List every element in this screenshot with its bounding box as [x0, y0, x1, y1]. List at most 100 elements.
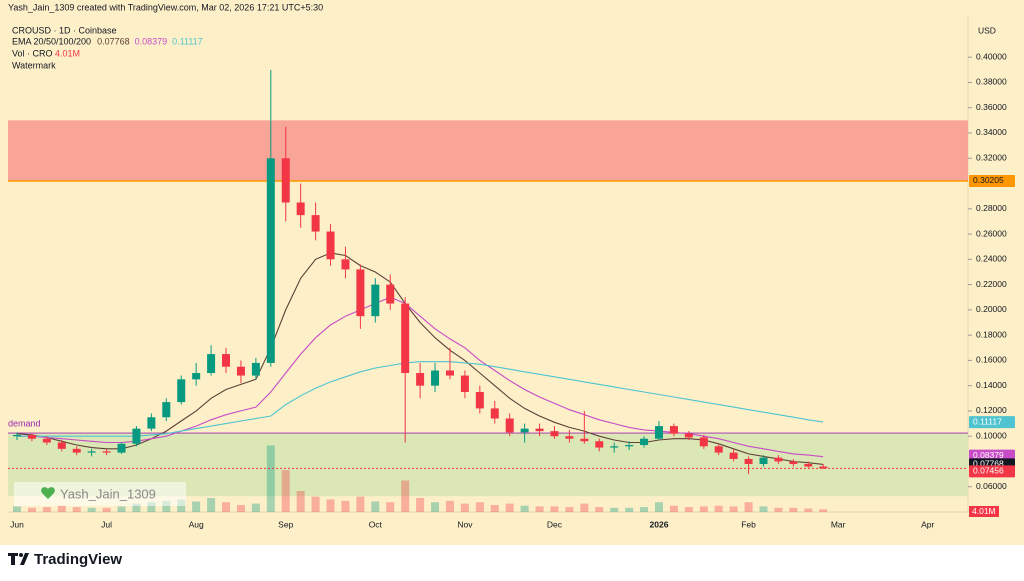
candle-body: [505, 418, 514, 433]
zone: [8, 120, 968, 181]
volume-bar: [684, 507, 693, 512]
candle-body: [281, 158, 290, 203]
candle-body: [401, 303, 410, 374]
ema-legend: EMA 20/50/100/200: [12, 36, 91, 46]
volume-bar: [640, 507, 649, 512]
volume-bar: [654, 502, 663, 512]
candle-body: [72, 448, 81, 453]
volume-bar: [744, 502, 753, 512]
volume-bar: [416, 498, 425, 512]
y-tick-label: 0.36000: [976, 102, 1007, 112]
ema-price: 0.07768: [973, 459, 1004, 469]
volume-bar: [505, 503, 514, 512]
volume-bar: [729, 506, 738, 512]
candle-body: [27, 434, 36, 439]
volume-bar: [804, 508, 813, 512]
volume-bar: [326, 499, 335, 512]
candle-body: [684, 433, 693, 438]
y-tick-label: 0.10000: [976, 430, 1007, 440]
candle-body: [132, 428, 141, 444]
x-tick-label: Aug: [189, 519, 204, 529]
y-tick-label: 0.20000: [976, 304, 1007, 314]
logo-icon: [8, 553, 29, 565]
last-price-bg: [969, 465, 1015, 478]
last-price: 0.07456: [973, 466, 1004, 476]
volume-bar: [207, 498, 216, 512]
candle-body: [326, 231, 335, 260]
ema-legend-value: 0.07768: [97, 36, 130, 46]
heart-icon: [41, 487, 55, 499]
candle-body: [251, 362, 260, 376]
candle-body: [177, 379, 186, 403]
volume-bar: [460, 503, 469, 512]
volume-bar: [565, 507, 574, 512]
volume-bar: [475, 502, 484, 512]
candle-body: [490, 408, 499, 419]
y-tick-label: 0.06000: [976, 481, 1007, 491]
volume-bar: [535, 506, 544, 512]
candle-body: [625, 445, 634, 447]
candle-body: [192, 373, 201, 380]
zone-price: 0.30205: [973, 175, 1004, 185]
candle-body: [520, 428, 529, 433]
candle-body: [744, 458, 753, 464]
candle-body: [774, 457, 783, 462]
volume-bar: [27, 507, 36, 512]
candle-body: [386, 284, 395, 304]
candle-body: [296, 202, 305, 216]
volume-badge: 4.01M: [972, 506, 996, 516]
x-tick-label: Jun: [10, 519, 24, 529]
volume-bar: [251, 503, 260, 512]
y-tick-label: 0.32000: [976, 153, 1007, 163]
candle-body: [57, 442, 66, 449]
volume-bar: [296, 491, 305, 512]
y-tick-label: 0.12000: [976, 405, 1007, 415]
x-tick-label: Jul: [101, 519, 112, 529]
zone-price-bg: [969, 174, 1015, 187]
candle-body: [699, 437, 708, 447]
volume-bar: [311, 496, 320, 512]
candle-body: [729, 452, 738, 459]
volume-bar: [102, 507, 111, 512]
watermark: Yash_Jain_1309: [60, 486, 156, 501]
currency: USD: [978, 25, 996, 35]
y-tick-label: 0.28000: [976, 203, 1007, 213]
zone-label: demand: [8, 418, 41, 428]
y-tick-label: 0.24000: [976, 254, 1007, 264]
volume-bar: [162, 500, 171, 512]
volume-bar: [774, 507, 783, 512]
volume-bar: [192, 501, 201, 512]
candle-body: [147, 417, 156, 429]
candle-body: [222, 354, 231, 367]
candle-body: [207, 354, 216, 374]
volume-bar: [72, 507, 81, 512]
watermark-box: [14, 482, 186, 506]
y-tick-label: 0.22000: [976, 279, 1007, 289]
credit: Yash_Jain_1309 created with TradingView.…: [8, 2, 323, 12]
x-tick-label: Nov: [457, 519, 473, 529]
candle-body: [13, 434, 21, 437]
volume-bar: [371, 501, 380, 512]
candle-body: [550, 431, 559, 437]
volume-bar: [386, 502, 395, 512]
candle-body: [236, 366, 245, 376]
candle-body: [595, 441, 604, 448]
volume-bar: [57, 505, 66, 512]
ema-price: 0.11117: [973, 416, 1002, 426]
volume-bar: [341, 500, 350, 512]
volume-bar: [610, 507, 619, 512]
candle-body: [445, 370, 454, 376]
candle-body: [87, 451, 96, 453]
overlay: demand 0.06000 0.10000 0.12000 0.14000 0.1600…: [8, 36, 1015, 529]
volume-bar: [132, 503, 141, 512]
candle-body: [42, 438, 51, 443]
ema-line: [17, 361, 824, 437]
tradingview-logo: TradingView: [8, 551, 122, 568]
candle-body: [819, 466, 828, 469]
volume-bar: [13, 506, 21, 512]
candle-body: [356, 269, 365, 317]
candle-body: [565, 436, 574, 439]
volume-bar: [236, 505, 245, 512]
volume-bar: [431, 502, 440, 512]
